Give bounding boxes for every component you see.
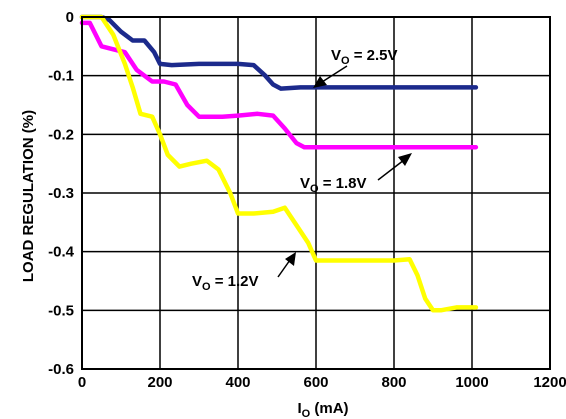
svg-text:VO = 1.8V: VO = 1.8V bbox=[300, 175, 367, 195]
x-axis-label: IO (mA) bbox=[297, 400, 348, 419]
x-tick-label: 400 bbox=[225, 374, 250, 391]
y-axis-label: LOAD REGULATION (%) bbox=[20, 110, 37, 282]
x-tick-label: 200 bbox=[147, 374, 172, 391]
annotation-1p2v: VO = 1.2V bbox=[192, 252, 296, 293]
y-tick-label: -0.4 bbox=[48, 244, 75, 261]
y-tick-label: -0.5 bbox=[48, 302, 74, 319]
series-lines bbox=[79, 14, 479, 313]
y-tick-label: -0.6 bbox=[48, 361, 74, 378]
x-axis-label-main: I bbox=[297, 400, 301, 417]
x-tick-label: 0 bbox=[78, 374, 86, 391]
label-1p2v-main: V bbox=[192, 273, 202, 290]
svg-text:VO = 1.2V: VO = 1.2V bbox=[192, 273, 259, 293]
label-1p2v-sub: O bbox=[202, 281, 211, 293]
svg-text:VO = 2.5V: VO = 2.5V bbox=[331, 47, 398, 67]
x-tick-label: 1200 bbox=[533, 374, 566, 391]
label-2p5v-sub: O bbox=[341, 55, 350, 67]
label-1p8v-main: V bbox=[300, 175, 310, 192]
label-1p8v-sub: O bbox=[310, 183, 319, 195]
arrow-1p2v-line bbox=[277, 259, 291, 278]
label-1p2v-rest: = 1.2V bbox=[211, 273, 259, 290]
arrow-1p8v-line bbox=[377, 159, 405, 181]
x-tick-label: 600 bbox=[303, 374, 328, 391]
label-2p5v-main: V bbox=[331, 47, 341, 64]
x-tick-label: 800 bbox=[381, 374, 406, 391]
arrow-2p5v-line bbox=[321, 65, 348, 83]
plot-frame bbox=[81, 16, 551, 370]
series-line-2 bbox=[79, 14, 479, 313]
x-axis-label-unit: (mA) bbox=[310, 400, 348, 417]
x-tick-label: 1000 bbox=[455, 374, 488, 391]
y-tick-label: -0.1 bbox=[48, 68, 74, 85]
series-line-0 bbox=[79, 14, 479, 91]
label-1p8v-rest: = 1.8V bbox=[319, 175, 367, 192]
y-tick-label: 0 bbox=[66, 9, 74, 26]
label-2p5v-rest: = 2.5V bbox=[350, 47, 398, 64]
x-axis-label-sub: O bbox=[302, 408, 311, 419]
annotation-2p5v: VO = 2.5V bbox=[313, 47, 398, 88]
y-tick-label: -0.2 bbox=[48, 126, 74, 143]
y-tick-label: -0.3 bbox=[48, 185, 74, 202]
arrow-2p5v-head bbox=[313, 76, 327, 88]
annotation-1p8v: VO = 1.8V bbox=[300, 153, 412, 195]
arrow-1p2v-head bbox=[285, 252, 296, 266]
tick-labels: 0 200 400 600 800 1000 1200 0 -0.1 -0.2 -0.3 -0.4 -0… bbox=[48, 9, 566, 391]
arrow-1p8v-head bbox=[398, 153, 412, 166]
